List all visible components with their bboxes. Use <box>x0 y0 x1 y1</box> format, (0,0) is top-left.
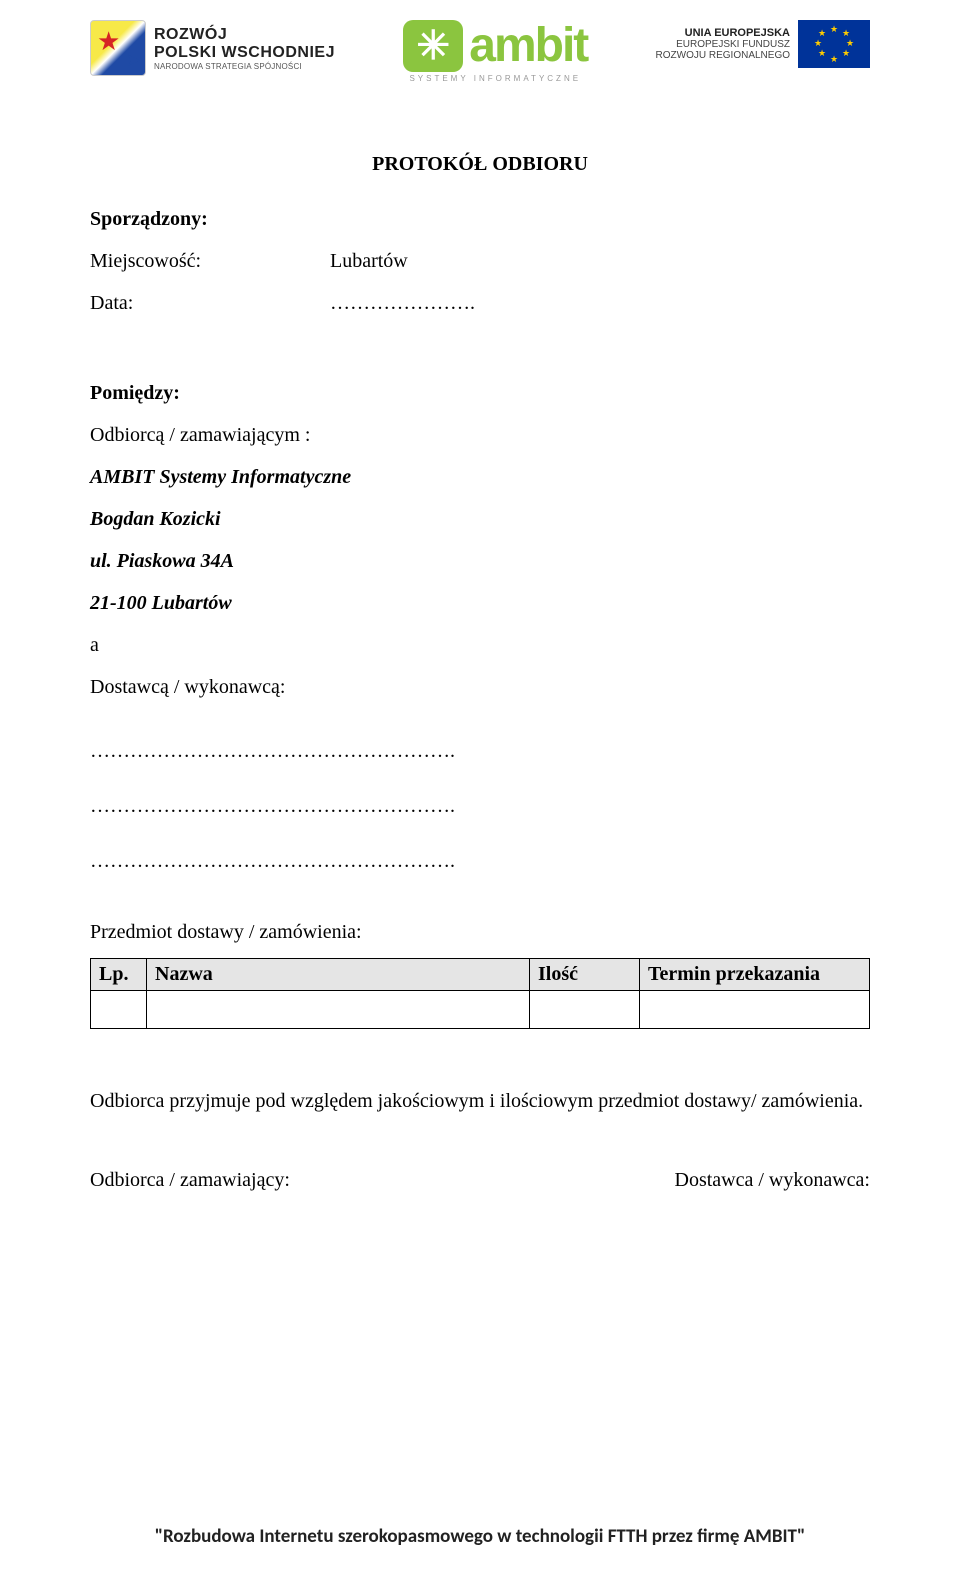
col-qty: Ilość <box>530 959 640 991</box>
rpw-line2: POLSKI WSCHODNIEJ <box>154 44 335 62</box>
table-row <box>91 991 870 1029</box>
acceptance-text: Odbiorca przyjmuje pod względem jakościo… <box>90 1081 870 1121</box>
eu-flag-icon: ★ ★ ★ ★ ★ ★ ★ ★ <box>798 20 870 68</box>
between-heading: Pomiędzy: <box>90 372 870 414</box>
company-owner: Bogdan Kozicki <box>90 498 870 540</box>
cell-qty <box>530 991 640 1029</box>
table-header-row: Lp. Nazwa Ilość Termin przekazania <box>91 959 870 991</box>
signature-left: Odbiorca / zamawiający: <box>90 1169 290 1192</box>
ambit-subtitle: SYSTEMY INFORMATYCZNE <box>409 74 581 83</box>
star-icon: ★ <box>97 27 120 57</box>
footer-text: "Rozbudowa Internetu szerokopasmowego w … <box>0 1525 960 1548</box>
col-term: Termin przekazania <box>640 959 870 991</box>
place-row: Miejscowość: Lubartów <box>90 240 870 282</box>
eu-line2: EUROPEJSKI FUNDUSZ <box>656 39 790 50</box>
supplier-dots-2: ………………………………………………. <box>90 795 870 818</box>
date-value: …………………. <box>330 282 475 324</box>
signatures-row: Odbiorca / zamawiający: Dostawca / wykon… <box>90 1169 870 1192</box>
rpw-logo-block: ★ ➤ ROZWÓJ POLSKI WSCHODNIEJ NARODOWA ST… <box>90 20 335 76</box>
ambit-icon: ✳ <box>403 20 463 72</box>
eu-text: UNIA EUROPEJSKA EUROPEJSKI FUNDUSZ ROZWO… <box>656 27 790 61</box>
subject-table: Lp. Nazwa Ilość Termin przekazania <box>90 958 870 1029</box>
and-label: a <box>90 624 870 666</box>
ambit-x-icon: ✳ <box>416 23 450 69</box>
cell-name <box>147 991 530 1029</box>
rpw-line1: ROZWÓJ <box>154 26 335 44</box>
date-row: Data: …………………. <box>90 282 870 324</box>
ambit-word: ambit <box>469 24 587 67</box>
eu-line3: ROZWOJU REGIONALNEGO <box>656 50 790 61</box>
supplier-label: Dostawcą / wykonawcą: <box>90 666 870 708</box>
place-value: Lubartów <box>330 240 408 282</box>
col-name: Nazwa <box>147 959 530 991</box>
rpw-logo-icon: ★ ➤ <box>90 20 146 76</box>
receiver-label: Odbiorcą / zamawiającym : <box>90 414 870 456</box>
supplier-dots-1: ………………………………………………. <box>90 740 870 763</box>
supplier-dots-3: ………………………………………………. <box>90 850 870 873</box>
company-street: ul. Piaskowa 34A <box>90 540 870 582</box>
prepared-label: Sporządzony: <box>90 198 870 240</box>
ambit-logo-row: ✳ ambit <box>403 20 587 72</box>
eu-stars-icon: ★ ★ ★ ★ ★ ★ ★ ★ <box>814 24 854 64</box>
header-logos: ★ ➤ ROZWÓJ POLSKI WSCHODNIEJ NARODOWA ST… <box>90 20 870 83</box>
rpw-line3: NARODOWA STRATEGIA SPÓJNOŚCI <box>154 62 335 71</box>
eu-logo-block: UNIA EUROPEJSKA EUROPEJSKI FUNDUSZ ROZWO… <box>656 20 870 68</box>
eu-line1: UNIA EUROPEJSKA <box>656 27 790 39</box>
company-city: 21-100 Lubartów <box>90 582 870 624</box>
cell-term <box>640 991 870 1029</box>
cell-lp <box>91 991 147 1029</box>
col-lp: Lp. <box>91 959 147 991</box>
date-label: Data: <box>90 282 330 324</box>
company-name: AMBIT Systemy Informatyczne <box>90 456 870 498</box>
signature-right: Dostawca / wykonawca: <box>675 1169 871 1192</box>
rpw-text: ROZWÓJ POLSKI WSCHODNIEJ NARODOWA STRATE… <box>154 26 335 71</box>
ambit-logo-block: ✳ ambit SYSTEMY INFORMATYCZNE <box>403 20 587 83</box>
document-title: PROTOKÓŁ ODBIORU <box>90 153 870 176</box>
arrows-icon: ➤ <box>126 50 141 71</box>
subject-heading: Przedmiot dostawy / zamówienia: <box>90 921 870 944</box>
place-label: Miejscowość: <box>90 240 330 282</box>
